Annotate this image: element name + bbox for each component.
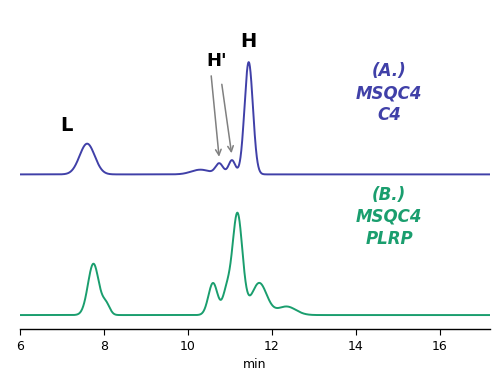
Text: L: L bbox=[60, 116, 72, 135]
X-axis label: min: min bbox=[243, 358, 267, 371]
Text: (A.)
MSQC4
C4: (A.) MSQC4 C4 bbox=[356, 62, 422, 124]
Text: H': H' bbox=[206, 52, 228, 70]
Text: H: H bbox=[240, 32, 257, 51]
Text: (B.)
MSQC4
PLRP: (B.) MSQC4 PLRP bbox=[356, 186, 422, 248]
